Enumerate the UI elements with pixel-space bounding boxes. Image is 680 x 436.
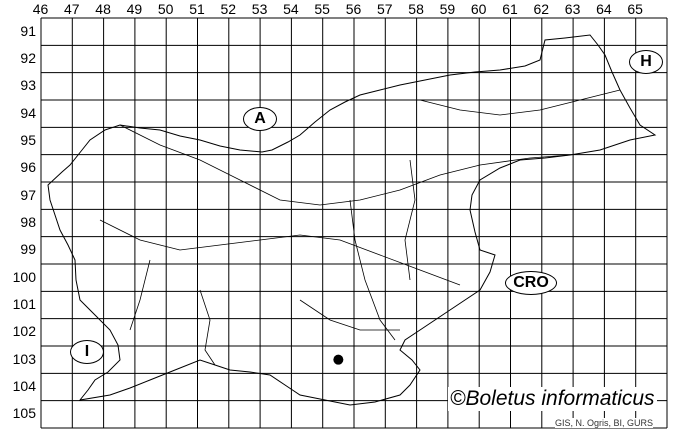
column-label: 61 [502,1,518,17]
column-label: 63 [564,1,581,17]
row-label: 92 [20,50,36,66]
column-label: 62 [533,1,550,17]
row-label: 101 [12,296,36,312]
row-label: 100 [12,268,36,285]
column-label: 56 [345,1,362,17]
row-label: 93 [20,77,36,94]
column-label: 64 [596,1,612,17]
river [419,89,621,116]
region-label-croatia: CRO [505,271,557,295]
row-label: 103 [12,350,36,367]
row-label: 96 [20,159,36,176]
region-label-austria: A [243,107,277,131]
column-label: 60 [470,1,487,17]
column-label: 46 [32,1,49,17]
column-label: 50 [157,1,174,17]
source-text: GIS, N. Ogris, BI, GURS [555,418,654,428]
river [129,259,151,331]
river [299,299,400,331]
column-label: 51 [189,1,205,17]
row-label: 99 [20,241,36,258]
column-label: 59 [439,1,456,17]
column-label: 53 [251,1,268,17]
column-label: 48 [95,1,111,17]
column-label: 55 [314,1,330,17]
row-label: 94 [20,104,36,121]
column-label: 52 [220,1,237,17]
river [199,289,216,366]
region-label-hungary: H [629,50,663,74]
column-label: 57 [377,1,393,17]
column-label: 58 [408,1,424,17]
record-dot [333,354,344,365]
river [119,124,571,206]
column-label: 47 [64,1,80,17]
rivers [99,89,621,366]
river [349,199,396,341]
row-label: 91 [20,22,36,39]
column-label: 49 [126,1,143,17]
region-label-italy: I [70,340,104,364]
row-label: 104 [12,378,36,394]
grid-lines [40,17,668,429]
credit-text: ©Boletus informaticus [448,387,657,411]
row-label: 98 [20,214,36,230]
row-label: 97 [20,186,36,203]
river [404,159,416,281]
row-label: 105 [12,405,36,422]
river [99,219,461,286]
row-label: 102 [12,323,36,340]
column-label: 65 [627,1,643,17]
row-label: 95 [20,132,36,148]
country-border [47,34,657,406]
column-label: 54 [283,1,299,17]
